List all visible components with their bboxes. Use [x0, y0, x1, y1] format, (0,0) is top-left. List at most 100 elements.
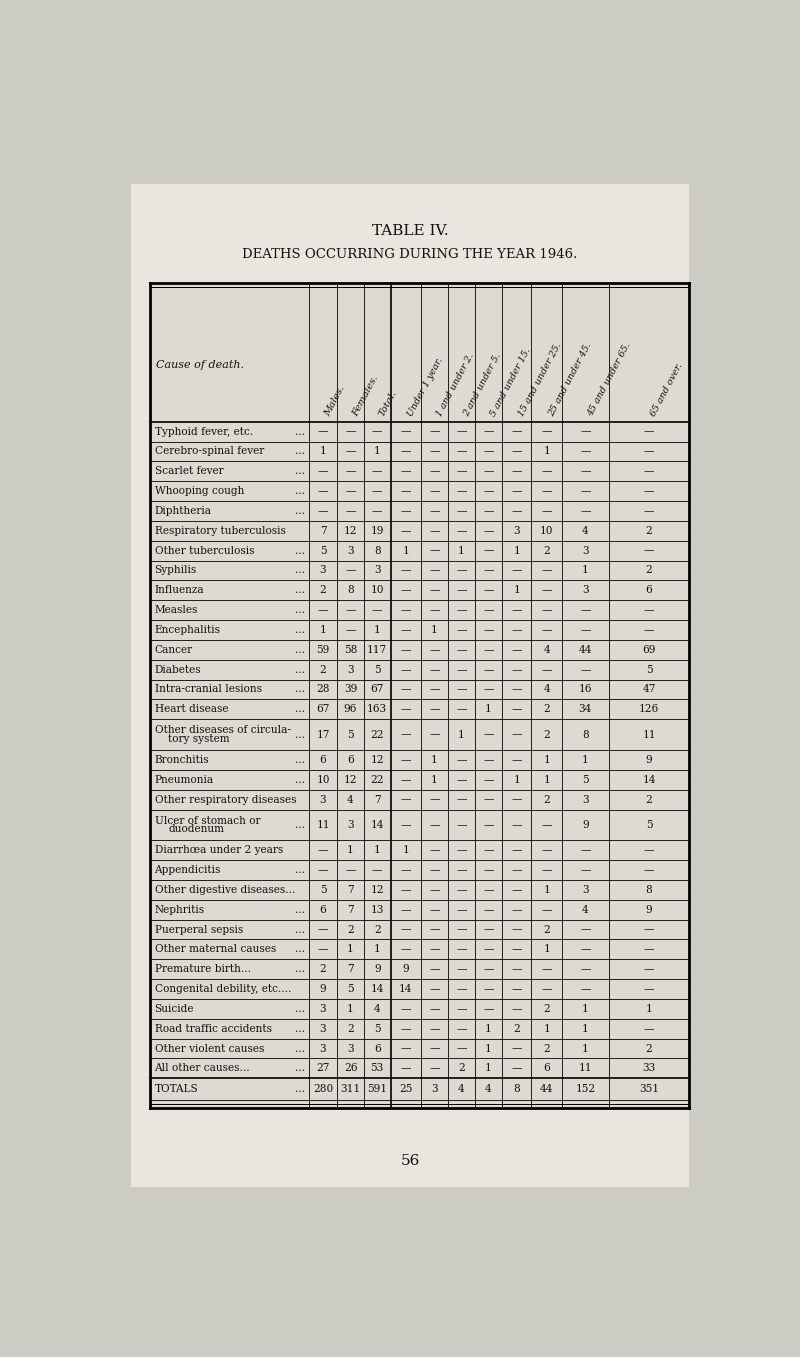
Text: —: — — [346, 426, 356, 437]
Text: —: — — [644, 486, 654, 497]
Text: —: — — [644, 924, 654, 935]
Text: —: — — [644, 1023, 654, 1034]
Text: 6: 6 — [347, 754, 354, 765]
Text: —: — — [456, 1023, 466, 1034]
Text: —: — — [511, 645, 522, 655]
Text: —: — — [580, 984, 590, 995]
Text: 1: 1 — [374, 944, 381, 954]
Text: —: — — [372, 605, 382, 615]
Text: —: — — [429, 845, 440, 855]
Text: 12: 12 — [370, 754, 384, 765]
Text: —: — — [346, 864, 356, 875]
Text: —: — — [401, 1064, 411, 1073]
Text: —: — — [483, 820, 494, 830]
Text: TOTALS: TOTALS — [154, 1084, 198, 1094]
Text: —: — — [483, 905, 494, 915]
Text: Other tuberculosis: Other tuberculosis — [154, 546, 254, 555]
Text: 1: 1 — [374, 626, 381, 635]
Text: —: — — [542, 905, 552, 915]
Text: —: — — [372, 467, 382, 476]
Text: ...: ... — [295, 486, 305, 497]
Text: 9: 9 — [320, 984, 326, 995]
Text: —: — — [456, 845, 466, 855]
Text: —: — — [644, 864, 654, 875]
Text: 2: 2 — [543, 730, 550, 740]
Text: Road traffic accidents: Road traffic accidents — [154, 1023, 271, 1034]
Text: —: — — [542, 426, 552, 437]
Text: —: — — [401, 885, 411, 894]
Text: 5: 5 — [347, 730, 354, 740]
Text: 10: 10 — [316, 775, 330, 784]
Text: Other maternal causes: Other maternal causes — [154, 944, 276, 954]
Text: 1: 1 — [320, 626, 326, 635]
Text: —: — — [483, 984, 494, 995]
Text: 53: 53 — [370, 1064, 384, 1073]
Text: 3: 3 — [582, 795, 589, 805]
Text: —: — — [511, 605, 522, 615]
Text: —: — — [542, 845, 552, 855]
Text: —: — — [511, 684, 522, 695]
Text: 3: 3 — [320, 795, 326, 805]
Text: 7: 7 — [374, 795, 381, 805]
Text: Appendicitis: Appendicitis — [154, 864, 221, 875]
Text: 3: 3 — [431, 1084, 438, 1094]
Text: Diphtheria: Diphtheria — [154, 506, 211, 516]
Text: —: — — [429, 684, 440, 695]
Text: —: — — [401, 626, 411, 635]
Text: 22: 22 — [370, 775, 384, 784]
Text: 1: 1 — [347, 1004, 354, 1014]
Text: ...: ... — [295, 467, 305, 476]
Text: —: — — [456, 924, 466, 935]
Text: ...: ... — [295, 965, 305, 974]
Text: Pneumonia: Pneumonia — [154, 775, 214, 784]
Text: ...: ... — [295, 820, 305, 830]
Text: 9: 9 — [582, 820, 589, 830]
Text: —: — — [401, 426, 411, 437]
Text: 14: 14 — [370, 984, 384, 995]
Text: ...: ... — [295, 1064, 305, 1073]
Text: —: — — [456, 984, 466, 995]
Text: Total.: Total. — [378, 388, 398, 418]
Text: —: — — [483, 585, 494, 596]
Text: —: — — [429, 795, 440, 805]
Text: —: — — [401, 684, 411, 695]
Text: —: — — [429, 820, 440, 830]
Text: 2: 2 — [374, 924, 381, 935]
Text: Measles: Measles — [154, 605, 198, 615]
Text: 1: 1 — [646, 1004, 653, 1014]
Text: —: — — [429, 1064, 440, 1073]
Text: —: — — [429, 905, 440, 915]
Text: —: — — [511, 426, 522, 437]
Text: —: — — [580, 665, 590, 674]
Text: —: — — [456, 795, 466, 805]
Text: —: — — [401, 525, 411, 536]
Text: ...: ... — [295, 754, 305, 765]
Text: 25: 25 — [399, 1084, 413, 1094]
Text: —: — — [401, 446, 411, 456]
Text: 14: 14 — [399, 984, 413, 995]
Text: —: — — [511, 864, 522, 875]
Text: 1: 1 — [320, 446, 326, 456]
Text: Cancer: Cancer — [154, 645, 193, 655]
Text: 16: 16 — [578, 684, 592, 695]
Text: —: — — [456, 820, 466, 830]
Text: —: — — [580, 845, 590, 855]
Text: —: — — [318, 944, 328, 954]
Text: 1: 1 — [543, 446, 550, 456]
Text: —: — — [346, 446, 356, 456]
Text: 1: 1 — [402, 845, 409, 855]
Text: 5: 5 — [646, 820, 652, 830]
Text: 2: 2 — [646, 795, 653, 805]
Text: Bronchitis: Bronchitis — [154, 754, 209, 765]
Text: —: — — [511, 885, 522, 894]
Bar — [150, 284, 689, 1109]
Text: 152: 152 — [575, 1084, 595, 1094]
Text: 6: 6 — [543, 1064, 550, 1073]
Text: ...: ... — [295, 605, 305, 615]
Text: 8: 8 — [514, 1084, 520, 1094]
Text: —: — — [346, 566, 356, 575]
Text: 2: 2 — [458, 1064, 465, 1073]
Text: ...: ... — [295, 645, 305, 655]
Text: 2: 2 — [543, 1044, 550, 1053]
Text: 5: 5 — [320, 885, 326, 894]
